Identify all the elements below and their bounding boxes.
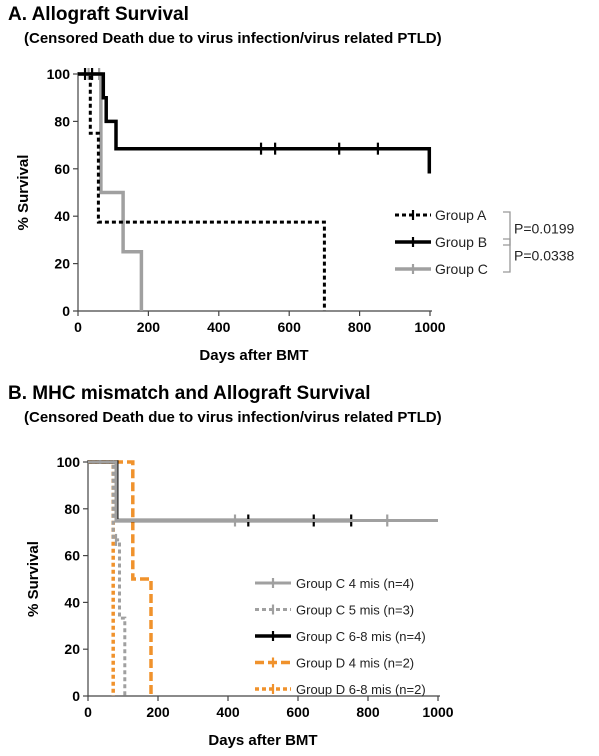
series-line <box>88 460 115 696</box>
panel-b-title: B. MHC mismatch and Allograft Survival <box>8 383 371 404</box>
series-line <box>78 72 144 311</box>
legend-label: Group C 4 mis (n=4) <box>296 576 414 591</box>
y-tick-label: 0 <box>72 688 80 704</box>
panel-b-subtitle: (Censored Death due to virus infection/v… <box>24 409 442 426</box>
legend-label: Group D 4 mis (n=2) <box>296 656 414 671</box>
p-value-label: P=0.0338 <box>514 248 575 264</box>
p-value-label: P=0.0199 <box>514 221 575 237</box>
y-tick-label: 20 <box>64 641 80 657</box>
legend-label: Group C <box>435 261 488 277</box>
x-tick-label: 600 <box>286 704 310 720</box>
x-tick-label: 400 <box>207 319 231 335</box>
x-tick-label: 200 <box>137 319 161 335</box>
series-line <box>88 460 438 522</box>
x-tick-label: 1000 <box>414 319 445 335</box>
legend-label: Group B <box>435 234 487 250</box>
series-line <box>78 72 432 174</box>
y-tick-label: 60 <box>54 161 70 177</box>
y-tick-label: 100 <box>47 66 71 82</box>
y-tick-label: 80 <box>64 501 80 517</box>
p-value-bracket <box>503 211 511 246</box>
series-line <box>88 460 127 696</box>
x-tick-label: 0 <box>74 319 82 335</box>
y-axis-label: % Survival <box>25 541 42 617</box>
x-tick-label: 800 <box>348 319 372 335</box>
y-tick-label: 60 <box>64 548 80 564</box>
legend-label: Group D 6-8 mis (n=2) <box>296 682 426 697</box>
legend-label: Group C 6-8 mis (n=4) <box>296 629 426 644</box>
y-axis-label: % Survival <box>15 155 32 231</box>
p-value-bracket <box>503 238 511 273</box>
y-tick-label: 40 <box>54 208 70 224</box>
y-tick-label: 40 <box>64 594 80 610</box>
legend-label: Group C 5 mis (n=3) <box>296 603 414 618</box>
x-tick-label: 800 <box>356 704 380 720</box>
x-tick-label: 400 <box>216 704 240 720</box>
x-tick-label: 0 <box>84 704 92 720</box>
x-axis-label: Days after BMT <box>199 347 308 364</box>
y-tick-label: 100 <box>57 454 81 470</box>
legend-label: Group A <box>435 207 487 223</box>
panel-a-title: A. Allograft Survival <box>8 4 189 25</box>
y-tick-label: 20 <box>54 256 70 272</box>
series-line <box>78 72 326 311</box>
y-tick-label: 0 <box>62 303 70 319</box>
x-tick-label: 600 <box>278 319 302 335</box>
x-axis-label: Days after BMT <box>208 732 317 749</box>
x-tick-label: 200 <box>146 704 170 720</box>
series-line <box>88 460 352 523</box>
y-tick-label: 80 <box>54 113 70 129</box>
x-tick-label: 1000 <box>422 704 453 720</box>
panel-a-subtitle: (Censored Death due to virus infection/v… <box>24 30 442 47</box>
